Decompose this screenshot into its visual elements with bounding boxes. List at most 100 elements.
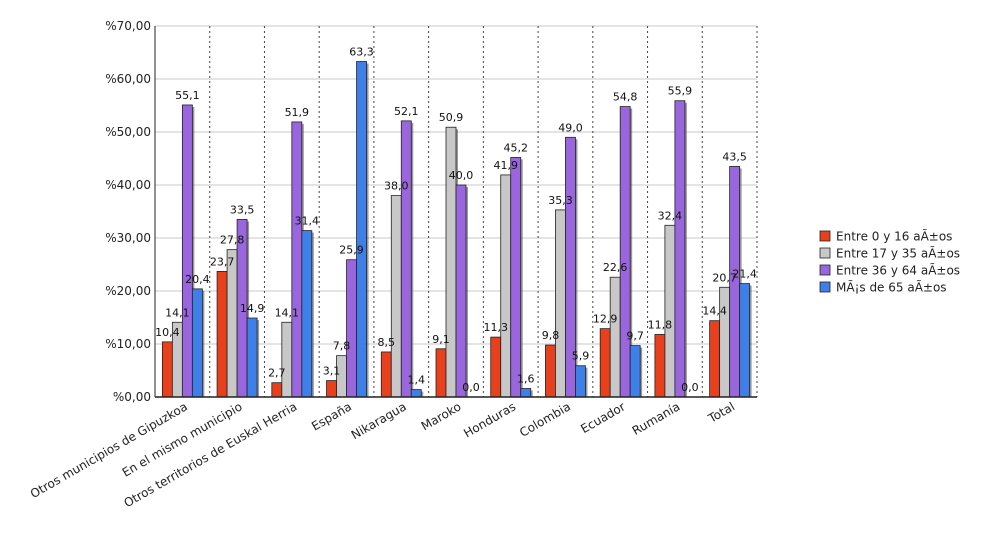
bar	[455, 184, 467, 398]
data-label: 55,1	[175, 89, 200, 102]
data-label: 14,4	[702, 305, 727, 318]
bar	[326, 380, 337, 398]
bar	[575, 365, 586, 398]
bar	[490, 336, 502, 398]
data-label: 21,4	[732, 268, 757, 281]
data-label: 45,2	[503, 141, 528, 154]
bar	[629, 345, 641, 398]
x-tick-label: Nikaragua	[349, 399, 409, 442]
legend-label: Entre 36 y 64 aÃ±os	[836, 263, 960, 278]
data-label: 2,7	[268, 367, 286, 380]
data-label: 9,7	[626, 330, 644, 343]
data-label: 38,0	[384, 180, 409, 193]
data-label: 1,4	[408, 374, 426, 387]
data-label: 9,1	[432, 333, 450, 346]
bar	[410, 389, 422, 398]
data-label: 54,8	[613, 91, 638, 104]
x-tick-label: Honduras	[461, 399, 518, 440]
bar	[346, 259, 357, 398]
data-label: 43,5	[722, 150, 747, 163]
bar	[435, 348, 447, 398]
bar	[709, 320, 721, 398]
bar	[599, 328, 611, 398]
data-label: 22,6	[603, 261, 628, 274]
data-label: 14,1	[165, 306, 190, 319]
data-label: 49,0	[558, 121, 583, 134]
bar	[739, 283, 751, 398]
bar	[356, 61, 367, 398]
data-label: 31,4	[295, 215, 320, 228]
bar	[246, 317, 258, 398]
bar	[400, 120, 412, 398]
bar	[654, 334, 666, 398]
data-label: 7,8	[333, 340, 351, 353]
legend: Entre 0 y 16 aÃ±os Entre 17 y 35 aÃ±os Ent…	[819, 229, 960, 295]
data-label: 5,9	[572, 350, 590, 363]
data-label: 32,4	[658, 209, 683, 222]
data-label: 20,4	[185, 273, 210, 286]
legend-label: MÃ¡s de 65 aÃ±os	[836, 280, 947, 295]
bar	[271, 382, 283, 398]
data-label: 12,9	[593, 313, 618, 326]
bar	[664, 224, 676, 398]
x-tick-label: España	[309, 399, 354, 433]
data-label: 25,9	[339, 244, 364, 257]
data-label: 23,7	[210, 255, 235, 268]
bar	[191, 288, 203, 398]
legend-swatch	[819, 281, 831, 293]
data-label: 55,9	[668, 85, 693, 98]
y-tick-label: %40,00	[105, 178, 151, 192]
data-label: 14,1	[275, 306, 300, 319]
bar	[226, 249, 238, 398]
data-label: 8,5	[378, 336, 396, 349]
data-label: 0,0	[681, 381, 699, 394]
y-axis: %0,00 %10,00 %20,00 %30,00 %40,00 %50,00 %60,0…	[105, 19, 156, 404]
x-tick-label: Maroko	[419, 399, 464, 433]
bar	[281, 321, 293, 398]
data-label: 52,1	[394, 105, 419, 118]
y-tick-label: %50,00	[105, 125, 151, 139]
data-label: 33,5	[230, 203, 255, 216]
bar	[291, 121, 303, 398]
bar	[216, 270, 228, 398]
legend-swatch	[819, 247, 831, 259]
legend-swatch	[819, 264, 831, 276]
y-tick-label: %0,00	[113, 390, 151, 404]
x-tick-label: Colombia	[517, 399, 573, 439]
y-tick-label: %10,00	[105, 337, 151, 351]
bar	[301, 230, 313, 398]
data-label: 40,0	[449, 169, 474, 182]
bar	[161, 341, 173, 398]
x-tick-label: Rumanía	[630, 399, 683, 437]
data-label: 14,9	[240, 302, 265, 315]
data-label: 0,0	[462, 381, 480, 394]
data-label: 41,9	[493, 159, 518, 172]
bar	[500, 174, 512, 398]
data-label: 11,8	[648, 318, 673, 331]
data-label: 9,8	[542, 329, 560, 342]
y-tick-label: %70,00	[105, 19, 151, 33]
bar	[619, 106, 631, 398]
y-tick-label: %20,00	[105, 284, 151, 298]
x-tick-label: Ecuador	[578, 399, 628, 436]
bar	[380, 351, 392, 398]
bar	[390, 195, 402, 398]
bar	[674, 100, 686, 398]
data-label: 1,6	[517, 373, 535, 386]
bar	[545, 344, 556, 398]
legend-label: Entre 0 y 16 aÃ±os	[836, 229, 952, 244]
bar	[520, 388, 532, 398]
bar	[555, 209, 566, 398]
data-label: 50,9	[439, 111, 464, 124]
data-label: 35,3	[548, 194, 573, 207]
bar	[181, 104, 193, 398]
data-label: 10,4	[155, 326, 180, 339]
bar	[445, 126, 457, 398]
y-tick-label: %30,00	[105, 231, 151, 245]
data-labels: 10,4 14,1 55,1 20,423,7 27,8 33,5 14,9 2,7 14,1 5…	[155, 46, 757, 394]
bar	[609, 276, 621, 398]
data-label: 51,9	[285, 106, 310, 119]
data-label: 11,3	[483, 321, 508, 334]
